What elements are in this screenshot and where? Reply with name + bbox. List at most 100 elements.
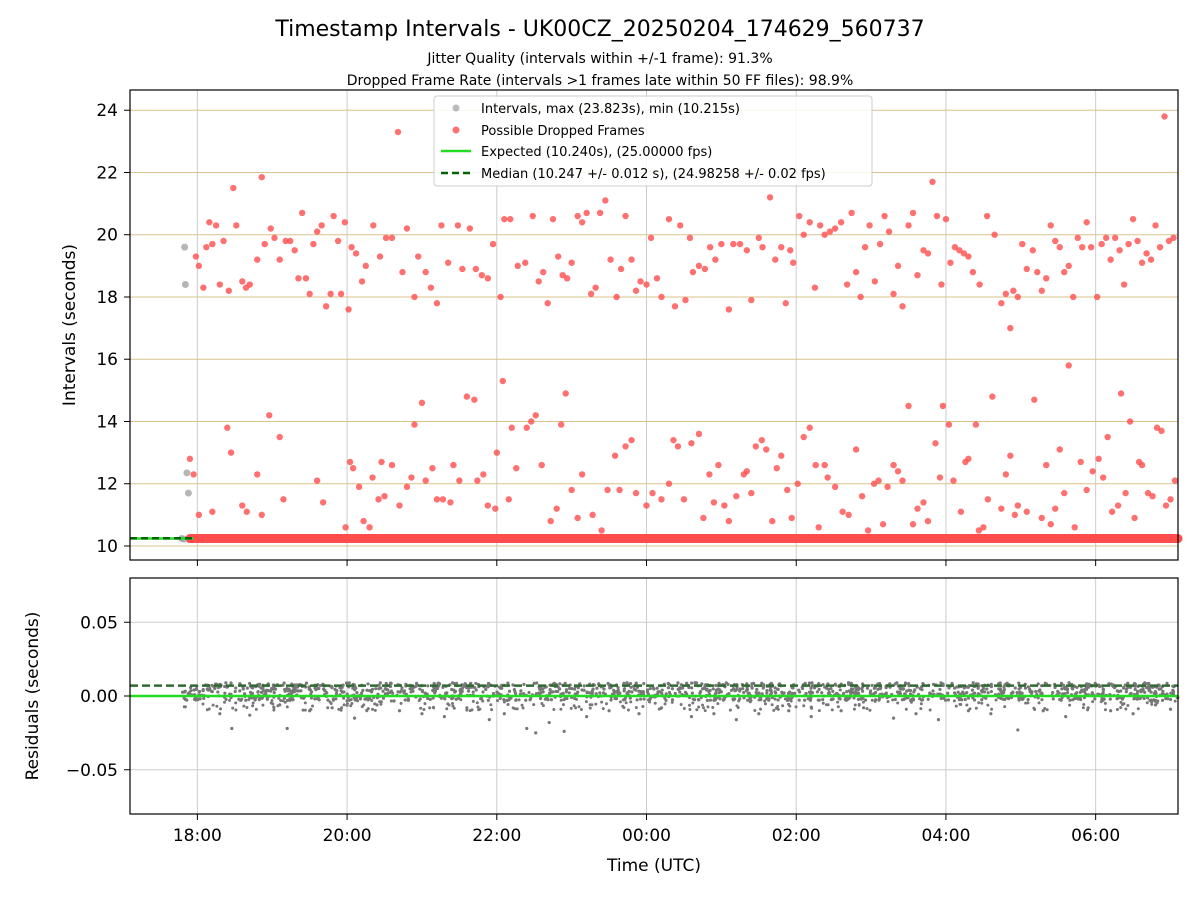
dropped-frame-point-231: [433, 496, 441, 503]
residual-point: [330, 686, 334, 690]
dropped-frame-point-18: [267, 225, 274, 232]
dropped-frame-point-307: [875, 477, 882, 484]
residual-point: [223, 691, 227, 695]
dropped-frame-point-260: [604, 486, 611, 494]
residual-outlier-4: [285, 726, 289, 731]
residual-point: [417, 698, 421, 702]
dropped-frame-point-74: [559, 271, 566, 279]
dropped-frame-point-286: [758, 436, 765, 444]
residual-point: [804, 691, 808, 696]
residual-point: [391, 691, 395, 695]
residual-outlier-7: [352, 716, 357, 720]
residual-point: [281, 699, 285, 703]
residual-point: [408, 687, 412, 691]
residual-outlier-17: [547, 720, 551, 725]
residual-point: [615, 689, 619, 694]
residual-point: [350, 702, 354, 706]
dropped-frame-point-204: [239, 502, 246, 509]
residual-point: [244, 698, 248, 702]
intervals-y-tick-label-4: 18: [96, 288, 118, 308]
dropped-frame-point-360: [1144, 489, 1152, 497]
residual-point: [1000, 690, 1004, 694]
residual-point: [512, 688, 516, 692]
legend-label-expected: Expected (10.240s), (25.00000 fps): [481, 145, 712, 160]
residual-point: [1026, 701, 1030, 705]
dropped-frame-point-247: [523, 424, 530, 431]
residual-point: [517, 698, 521, 702]
residual-point: [717, 691, 721, 695]
residual-point: [965, 685, 969, 689]
residual-point: [561, 703, 565, 707]
residual-point: [541, 687, 545, 691]
intervals-y-ticks: 10 12 14 16 18 20 22 24: [96, 101, 130, 557]
residual-point: [333, 687, 337, 692]
residual-point: [695, 708, 699, 712]
chart-subtitle-2: Dropped Frame Rate (intervals >1 frames …: [347, 73, 854, 89]
residual-outlier-43: [1168, 707, 1173, 711]
residual-point: [865, 707, 869, 711]
residual-point: [535, 681, 539, 685]
dropped-frame-point-178: [1083, 219, 1090, 226]
residual-point: [846, 681, 851, 685]
residual-point: [1037, 701, 1041, 705]
residual-point: [1115, 708, 1119, 712]
dropped-frame-point-59: [472, 265, 480, 273]
residuals-y-label: Residuals (seconds): [23, 612, 43, 781]
residual-point: [820, 691, 824, 695]
residual-point: [856, 697, 860, 701]
residual-point: [218, 707, 222, 711]
dropped-frame-point-344: [1065, 362, 1072, 369]
x-tick-label-4: 02:00: [772, 826, 821, 846]
residual-point: [378, 700, 382, 704]
legend-marker-intervals: [452, 104, 460, 112]
residual-point: [696, 698, 700, 702]
residual-point: [384, 687, 388, 691]
residual-point: [1057, 691, 1061, 695]
legend-box: [433, 95, 873, 187]
residual-point: [272, 690, 276, 695]
residual-point: [873, 690, 878, 695]
residual-point: [807, 690, 811, 694]
residual-point: [419, 706, 423, 710]
residual-point: [183, 689, 187, 693]
residual-point: [313, 697, 317, 701]
dropped-frame-point-209: [276, 433, 283, 441]
dropped-frame-point-287: [763, 446, 770, 453]
residual-point: [657, 690, 662, 694]
residual-point: [938, 687, 942, 692]
residual-point: [827, 687, 831, 692]
dropped-frame-point-49: [411, 293, 418, 301]
residual-point: [976, 692, 980, 696]
residual-point: [484, 687, 488, 692]
dropped-frame-point-177: [1078, 243, 1086, 251]
residual-point: [980, 698, 984, 702]
residual-point: [912, 690, 916, 694]
residual-point: [402, 689, 407, 693]
residual-point: [1103, 708, 1107, 712]
residual-point: [642, 697, 646, 701]
dropped-frame-point-127: [837, 219, 845, 226]
dropped-frame-point-199: [190, 471, 197, 478]
dropped-frame-point-208: [266, 412, 273, 419]
x-tick-label-1: 20:00: [323, 826, 372, 846]
residual-point: [1136, 707, 1140, 711]
residual-point: [547, 691, 552, 695]
dropped-frame-point-270: [670, 436, 677, 444]
dropped-frame-point-172: [1056, 243, 1063, 251]
residual-point: [428, 697, 432, 701]
residual-point: [685, 681, 689, 685]
residual-point: [939, 681, 943, 685]
residual-point: [803, 698, 807, 702]
residual-point: [694, 681, 699, 685]
residual-point: [817, 687, 821, 691]
residual-point: [371, 707, 375, 711]
dropped-frame-point-279: [721, 502, 728, 509]
residuals-y-tick-label-1: 0.00: [80, 687, 118, 707]
dropped-frame-point-218: [366, 524, 373, 531]
residual-point: [208, 686, 212, 691]
dropped-frame-point-87: [622, 212, 629, 220]
dropped-frame-point-39: [352, 250, 360, 257]
dropped-frame-point-112: [759, 243, 766, 251]
residual-point: [749, 699, 753, 703]
